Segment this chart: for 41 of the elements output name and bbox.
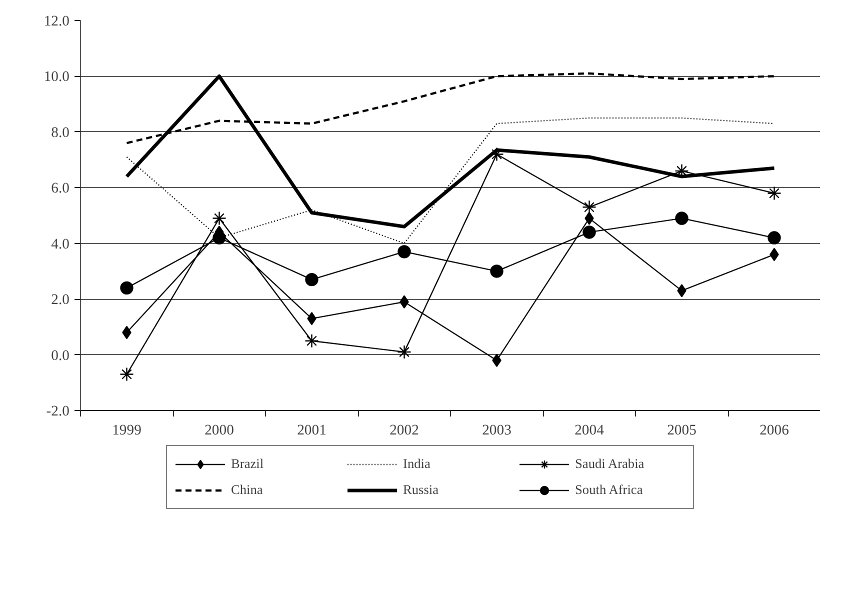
legend-label: India: [403, 456, 432, 472]
y-tick-label: 4.0: [51, 236, 70, 252]
point: [492, 354, 502, 367]
y-tick-label: 2.0: [51, 292, 70, 308]
x-tick-label: 2001: [297, 422, 326, 438]
point: [582, 226, 596, 239]
point: [767, 186, 782, 200]
y-tick-label: 0.0: [51, 348, 70, 364]
point: [305, 272, 318, 286]
point: [400, 295, 409, 308]
x-tick-label: 2006: [760, 422, 789, 438]
legend-label: Russia: [403, 482, 440, 498]
point: [768, 231, 781, 244]
legend-label: South Africa: [575, 482, 644, 498]
legend-label: China: [231, 482, 264, 498]
point: [304, 334, 319, 348]
point: [212, 231, 226, 244]
point: [490, 264, 504, 278]
y-tick-label: 10.0: [44, 69, 70, 86]
legend-label: Saudi Arabia: [575, 456, 646, 472]
y-tick-label: 12.0: [44, 14, 70, 30]
y-tick-label: 8.0: [51, 124, 70, 141]
point: [584, 212, 594, 225]
point: [398, 245, 411, 258]
x-tick-label: 2005: [667, 422, 696, 438]
point: [490, 147, 504, 162]
point: [677, 284, 686, 298]
x-tick-label: 2003: [482, 422, 512, 438]
legend-label: Brazil: [231, 456, 265, 472]
y-tick-label: 6.0: [51, 180, 70, 197]
point: [582, 200, 596, 214]
x-tick-label: 2002: [390, 422, 419, 438]
point: [120, 367, 134, 382]
x-tick-label: 1999: [112, 422, 142, 438]
point: [120, 281, 134, 295]
point: [397, 344, 412, 360]
y-tick-label: -2.0: [46, 404, 70, 420]
point: [675, 212, 688, 225]
x-tick-label: 2000: [204, 422, 234, 438]
x-tick-label: 2004: [574, 422, 605, 438]
point: [212, 211, 226, 226]
